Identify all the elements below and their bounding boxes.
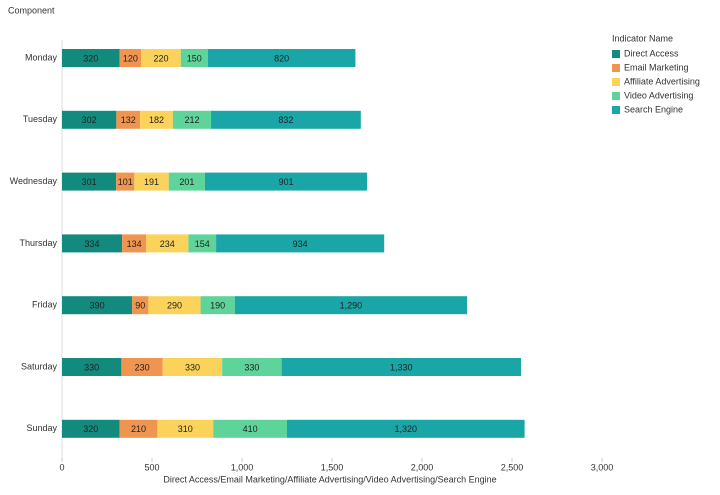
legend-label: Video Advertising xyxy=(624,90,693,100)
y-tick-label: Monday xyxy=(25,52,58,62)
bar-segment xyxy=(62,49,120,67)
bar-segment xyxy=(213,419,287,438)
data-label: 154 xyxy=(195,239,210,249)
bar-segment xyxy=(234,296,467,315)
bar-segment xyxy=(216,234,385,253)
y-tick-label: Wednesday xyxy=(10,176,58,186)
data-label: 120 xyxy=(123,53,138,63)
data-label: 234 xyxy=(160,239,175,249)
data-label: 190 xyxy=(210,301,225,311)
legend-label: Affiliate Advertising xyxy=(624,76,700,86)
bar-segment xyxy=(119,419,158,438)
x-tick-label: 3,000 xyxy=(591,462,614,472)
data-label: 1,330 xyxy=(390,362,413,372)
bar-segment xyxy=(211,110,361,129)
data-label: 901 xyxy=(278,177,293,187)
bar-segment xyxy=(157,419,214,438)
data-label: 390 xyxy=(90,301,105,311)
data-label: 150 xyxy=(187,53,202,63)
bar-segment xyxy=(188,234,217,253)
bar-segment xyxy=(148,296,201,315)
data-label: 1,320 xyxy=(395,424,418,434)
x-axis-label: Direct Access/Email Marketing/Affiliate … xyxy=(163,474,496,484)
bar-segment xyxy=(62,172,117,191)
legend-swatch xyxy=(612,106,620,114)
bar-segment xyxy=(207,49,356,67)
data-label: 182 xyxy=(149,115,164,125)
bar-segment xyxy=(116,110,141,129)
x-tick-label: 2,500 xyxy=(501,462,524,472)
data-label: 1,290 xyxy=(340,301,363,311)
bar-segment xyxy=(62,358,122,376)
data-label: 320 xyxy=(83,424,98,434)
legend-swatch xyxy=(612,64,620,72)
y-tick-label: Friday xyxy=(32,300,58,310)
bar-segment xyxy=(122,234,147,253)
bar-segment xyxy=(162,358,223,376)
data-label: 330 xyxy=(84,362,99,372)
x-tick-label: 1,500 xyxy=(321,462,344,472)
legend-swatch xyxy=(612,92,620,100)
data-label: 302 xyxy=(82,115,97,125)
bar-segment xyxy=(281,358,521,376)
data-label: 210 xyxy=(131,424,146,434)
data-label: 320 xyxy=(83,53,98,63)
bar-segment xyxy=(204,172,368,191)
y-tick-label: Saturday xyxy=(21,361,58,371)
bar-segment xyxy=(146,234,189,253)
bar-segment xyxy=(172,110,212,129)
data-label: 820 xyxy=(274,53,289,63)
data-label: 220 xyxy=(153,53,168,63)
data-label: 132 xyxy=(121,115,136,125)
data-label: 230 xyxy=(135,362,150,372)
bar-segment xyxy=(141,49,181,67)
data-label: 410 xyxy=(243,424,258,434)
bar-segment xyxy=(62,296,133,315)
data-label: 934 xyxy=(293,239,308,249)
y-tick-label: Tuesday xyxy=(23,114,58,124)
legend-label: Search Engine xyxy=(624,104,683,114)
data-label: 334 xyxy=(85,239,100,249)
bar-segment xyxy=(180,49,208,67)
bar-segment xyxy=(62,234,123,253)
x-tick-label: 1,000 xyxy=(231,462,254,472)
chart-title: Component xyxy=(8,5,55,15)
bar-segment xyxy=(140,110,173,129)
bar-segment xyxy=(134,172,169,191)
data-label: 90 xyxy=(135,301,145,311)
y-tick-label: Sunday xyxy=(26,423,57,433)
bar-segment xyxy=(62,419,120,438)
data-label: 134 xyxy=(127,239,142,249)
y-tick-label: Thursday xyxy=(19,238,57,248)
bar-segment xyxy=(62,110,117,129)
bar-segment xyxy=(132,296,149,315)
data-label: 301 xyxy=(82,177,97,187)
bar-segment xyxy=(121,358,163,376)
legend-label: Direct Access xyxy=(624,48,679,58)
data-label: 832 xyxy=(278,115,293,125)
bar-segment xyxy=(222,358,282,376)
bar-segment xyxy=(168,172,205,191)
data-label: 191 xyxy=(144,177,159,187)
data-label: 330 xyxy=(185,362,200,372)
data-label: 101 xyxy=(118,177,133,187)
data-label: 201 xyxy=(179,177,194,187)
bar-segment xyxy=(287,419,525,438)
bar-segment xyxy=(200,296,235,315)
data-label: 212 xyxy=(184,115,199,125)
bar-segment xyxy=(119,49,142,67)
legend-swatch xyxy=(612,50,620,58)
data-label: 310 xyxy=(178,424,193,434)
bar-segment xyxy=(116,172,135,191)
legend-label: Email Marketing xyxy=(624,62,689,72)
x-tick-label: 0 xyxy=(59,462,64,472)
legend-title: Indicator Name xyxy=(612,33,673,43)
data-label: 290 xyxy=(167,301,182,311)
x-tick-label: 500 xyxy=(144,462,159,472)
data-label: 330 xyxy=(244,362,259,372)
x-tick-label: 2,000 xyxy=(411,462,434,472)
legend-swatch xyxy=(612,78,620,86)
